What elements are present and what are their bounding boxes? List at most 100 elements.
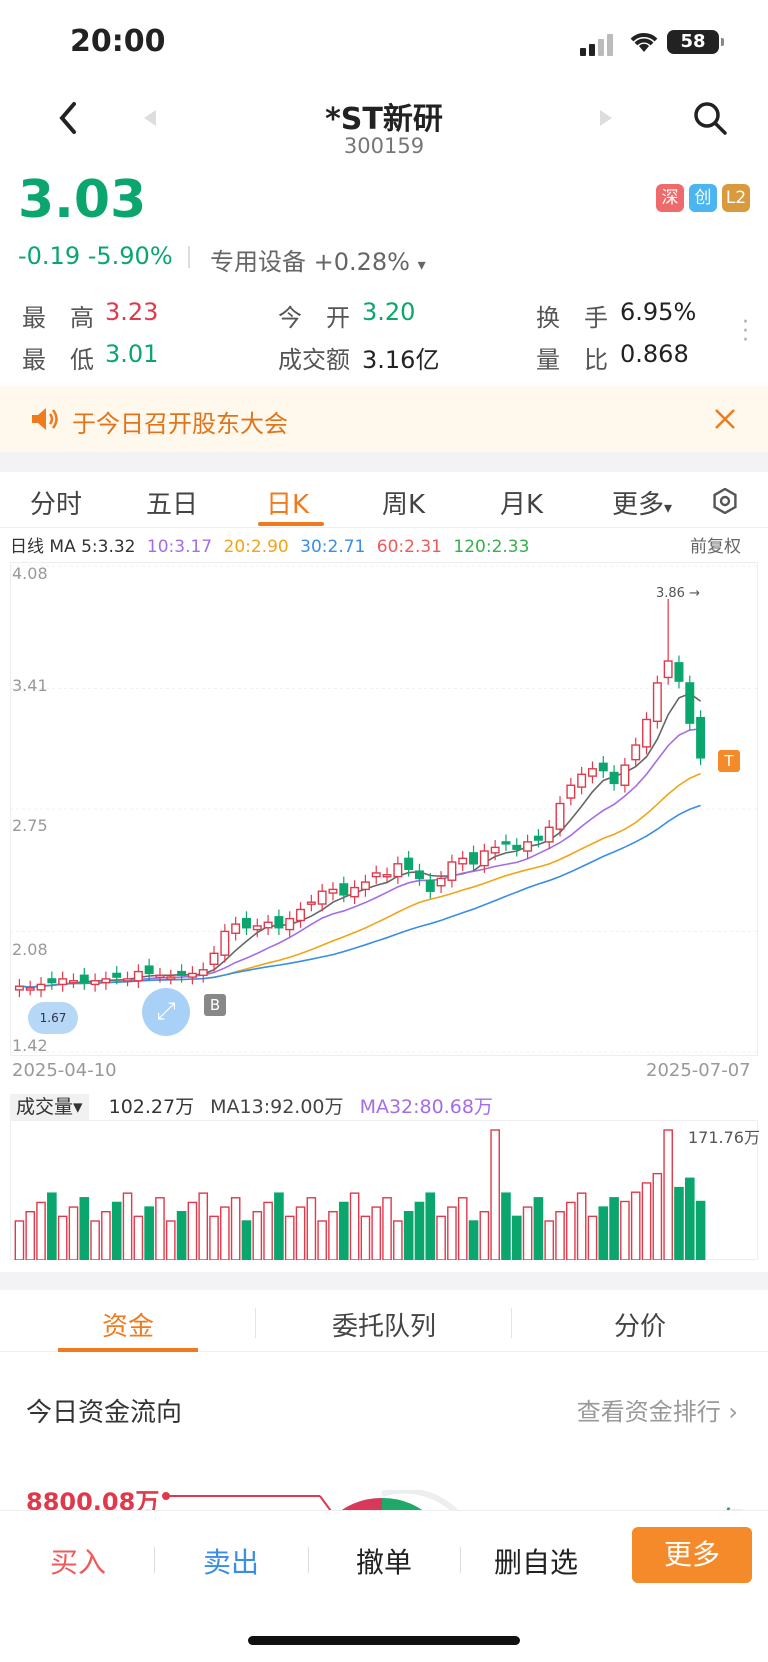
tab-order-queue[interactable]: 委托队列 bbox=[331, 1312, 436, 1342]
divider bbox=[511, 1308, 512, 1338]
stat-value: 3.23 bbox=[105, 298, 159, 326]
high-value: 3.86 bbox=[656, 586, 685, 601]
volume-bar bbox=[533, 1197, 544, 1260]
volume-bar bbox=[338, 1201, 349, 1260]
divider bbox=[188, 246, 190, 268]
candle-body bbox=[598, 762, 608, 772]
y-tick: 2.75 bbox=[12, 816, 48, 835]
candle-body bbox=[523, 841, 533, 852]
candle-body bbox=[123, 978, 133, 982]
tab-monthly-k[interactable]: 月K bbox=[500, 490, 544, 520]
volume-bar bbox=[220, 1206, 230, 1260]
candle-body bbox=[674, 662, 684, 682]
next-stock-icon[interactable] bbox=[600, 110, 612, 126]
volume-bar bbox=[306, 1197, 317, 1260]
prev-stock-icon[interactable] bbox=[144, 110, 156, 126]
divider bbox=[154, 1547, 155, 1573]
sector-text: 专用设备 +0.28% bbox=[210, 248, 410, 276]
candle-body bbox=[68, 980, 78, 984]
volume-bar bbox=[187, 1201, 198, 1260]
info-tabs: 资金 委托队列 分价 bbox=[0, 1290, 768, 1352]
tab-more[interactable]: 更多▾ bbox=[612, 484, 672, 521]
buy-button[interactable]: 买入 bbox=[50, 1546, 107, 1579]
candle-body bbox=[631, 744, 641, 761]
tab-weekly-k[interactable]: 周K bbox=[382, 490, 426, 520]
y-tick: 3.41 bbox=[12, 676, 48, 695]
remove-watchlist-button[interactable]: 删自选 bbox=[494, 1546, 579, 1579]
sector-link[interactable]: 专用设备 +0.28% ▾ bbox=[210, 242, 426, 277]
back-icon[interactable] bbox=[56, 100, 80, 136]
volume-bar bbox=[609, 1197, 619, 1260]
tab-capital[interactable]: 资金 bbox=[101, 1312, 154, 1342]
volume-bar bbox=[328, 1211, 338, 1260]
tab-price-distribution[interactable]: 分价 bbox=[613, 1312, 666, 1342]
divider bbox=[460, 1547, 461, 1573]
volume-bar bbox=[511, 1215, 522, 1260]
volume-indicator-select[interactable]: 成交量▾ bbox=[10, 1094, 89, 1120]
stat-value: 3.16亿 bbox=[362, 346, 440, 374]
volume-chart[interactable] bbox=[10, 1120, 758, 1260]
candle-body bbox=[555, 802, 565, 830]
volume-bar bbox=[79, 1197, 90, 1260]
volume-bar bbox=[490, 1129, 500, 1260]
candle-body bbox=[198, 969, 208, 976]
speaker-icon bbox=[32, 408, 58, 430]
candle-body bbox=[144, 965, 154, 975]
volume-bar bbox=[544, 1220, 555, 1260]
stat-label: 量 比 bbox=[536, 346, 608, 374]
volume-bar bbox=[684, 1177, 695, 1260]
tab-five-day[interactable]: 五日 bbox=[146, 490, 199, 520]
kline-chart[interactable] bbox=[10, 562, 758, 1056]
candle-body bbox=[133, 970, 143, 982]
ma60-value: 60:2.31 bbox=[376, 537, 442, 557]
volume-bar bbox=[447, 1206, 457, 1260]
stat-value: 6.95% bbox=[620, 298, 697, 326]
volume-bar bbox=[155, 1197, 165, 1260]
current-price: 3.03 bbox=[18, 170, 147, 230]
volume-bar bbox=[652, 1172, 663, 1260]
volume-bar bbox=[641, 1182, 652, 1260]
tab-intraday[interactable]: 分时 bbox=[30, 490, 83, 520]
action-bar: 买入 卖出 撤单 删自选 更多 bbox=[0, 1510, 768, 1620]
candle-body bbox=[685, 682, 695, 724]
candle-body bbox=[414, 870, 424, 880]
volume-max-label: 171.76万 bbox=[688, 1128, 760, 1147]
search-icon[interactable] bbox=[692, 100, 728, 136]
candle-body bbox=[177, 970, 187, 976]
price-change: -0.19 -5.90% bbox=[18, 242, 173, 270]
board-badge: 创 bbox=[689, 184, 717, 212]
volume-bar bbox=[111, 1201, 122, 1260]
adjust-mode[interactable]: 前复权 bbox=[690, 537, 741, 557]
expand-icon[interactable]: ⤢ bbox=[142, 988, 190, 1036]
candle-body bbox=[501, 841, 511, 845]
volume-bar bbox=[674, 1186, 684, 1260]
cancel-order-button[interactable]: 撤单 bbox=[356, 1546, 413, 1579]
volume-bar bbox=[522, 1206, 533, 1260]
volume-bar bbox=[425, 1192, 436, 1260]
candle-body bbox=[404, 857, 414, 870]
candle-body bbox=[112, 972, 122, 978]
volume-bar bbox=[501, 1192, 511, 1260]
volume-bar bbox=[414, 1201, 425, 1260]
sell-button[interactable]: 卖出 bbox=[203, 1546, 260, 1579]
candle-body bbox=[187, 972, 197, 978]
cellular-signal-icon bbox=[580, 34, 620, 56]
buy-marker-icon: B bbox=[204, 994, 226, 1016]
tab-daily-k[interactable]: 日K bbox=[266, 490, 310, 520]
candle-body bbox=[490, 846, 500, 854]
candle-body bbox=[306, 901, 316, 905]
more-button[interactable]: 更多 bbox=[632, 1527, 752, 1583]
candle-body bbox=[47, 978, 57, 984]
close-icon[interactable] bbox=[714, 408, 736, 430]
volume-bar bbox=[555, 1211, 565, 1260]
candle-body bbox=[458, 857, 468, 865]
volume-bar bbox=[468, 1220, 479, 1260]
chart-settings-icon[interactable] bbox=[712, 488, 738, 514]
announcement-banner[interactable]: 于今日召开股东大会 bbox=[0, 386, 768, 452]
capital-ranking-link[interactable]: 查看资金排行 › bbox=[576, 1398, 738, 1426]
volume-bar bbox=[317, 1220, 327, 1260]
candle-body bbox=[566, 784, 576, 799]
battery-icon: 58 bbox=[667, 30, 724, 54]
volume-bar bbox=[663, 1129, 673, 1260]
more-dots-icon[interactable]: · · · bbox=[742, 310, 749, 353]
